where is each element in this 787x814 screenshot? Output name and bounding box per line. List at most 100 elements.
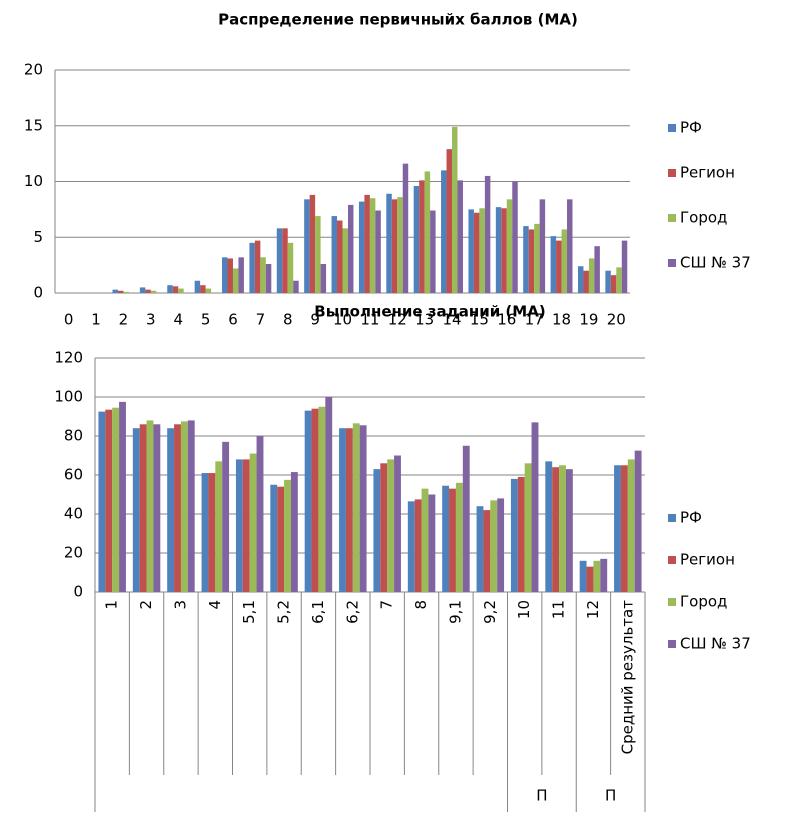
x-tick-label: 10 <box>515 600 533 619</box>
x-tick-label: 3 <box>146 311 156 329</box>
bar <box>441 170 447 293</box>
bar <box>579 560 587 592</box>
bar <box>600 558 608 592</box>
bar <box>222 257 228 293</box>
bar <box>232 268 239 293</box>
x-tick-label: 3 <box>171 600 189 610</box>
bar <box>339 428 346 592</box>
bar <box>167 428 175 592</box>
bar <box>397 197 403 293</box>
bar <box>320 264 327 293</box>
bar <box>260 257 266 293</box>
chart-title: Выполнение заданий (МА) <box>314 303 545 321</box>
bar <box>506 199 513 293</box>
x-tick-label: 8 <box>283 311 293 329</box>
legend-swatch <box>668 640 676 648</box>
x-tick-label: 1 <box>103 600 121 610</box>
x-tick-label: 9 <box>310 311 320 329</box>
legend-label: Город <box>680 593 727 611</box>
bar <box>455 482 463 592</box>
bar <box>249 242 255 293</box>
bar <box>201 473 209 592</box>
x-tick-label: 17 <box>525 311 544 329</box>
bar <box>358 201 365 293</box>
bar <box>512 181 518 293</box>
bar <box>479 208 485 293</box>
bar <box>497 498 505 592</box>
legend-swatch <box>668 214 676 222</box>
x-tick-label: 5,2 <box>275 600 293 624</box>
x-tick-label: 11 <box>360 311 379 329</box>
x-tick-label: 7 <box>256 311 266 329</box>
bar <box>539 199 546 293</box>
x-tick-label: Средний результат <box>618 600 636 755</box>
bar <box>517 476 525 592</box>
bar <box>174 424 181 592</box>
bar <box>293 280 299 293</box>
bar <box>145 289 151 293</box>
bar <box>610 275 617 293</box>
y-tick-label: 20 <box>64 544 83 562</box>
bar <box>331 216 338 293</box>
bar <box>605 270 611 293</box>
x-tick-label: 9,1 <box>446 600 464 624</box>
bar <box>627 459 635 592</box>
bar <box>468 209 474 293</box>
bar <box>205 288 212 293</box>
x-tick-label: 4 <box>206 600 224 610</box>
bar <box>153 424 161 592</box>
bar <box>200 285 206 293</box>
bar <box>123 291 129 293</box>
legend-swatch <box>668 556 676 564</box>
y-tick-label: 40 <box>64 505 83 523</box>
y-tick-label: 0 <box>73 583 83 601</box>
bar <box>139 424 147 592</box>
bar <box>567 199 573 293</box>
bar <box>352 423 360 592</box>
legend-swatch <box>668 514 676 522</box>
legend-label: РФ <box>680 509 702 527</box>
bar <box>146 420 154 592</box>
y-tick-label: 10 <box>24 172 43 190</box>
x-tick-label: 1 <box>91 311 101 329</box>
bar <box>150 290 157 293</box>
bar <box>98 411 106 592</box>
y-tick-label: 120 <box>54 349 83 367</box>
bar <box>523 226 529 293</box>
bar <box>634 450 642 592</box>
bar <box>117 290 124 293</box>
bar <box>235 459 243 592</box>
bar <box>254 240 261 293</box>
bar <box>565 469 573 592</box>
bar <box>391 199 398 293</box>
bar <box>208 473 216 592</box>
x-tick-label: 6,2 <box>343 600 361 624</box>
bar <box>256 436 264 592</box>
bar <box>315 216 321 293</box>
bar <box>620 465 628 592</box>
bar <box>586 566 594 592</box>
x-tick-label: 10 <box>333 311 352 329</box>
legend-swatch <box>668 598 676 606</box>
bar <box>119 401 126 592</box>
bar <box>172 286 179 293</box>
bar <box>380 463 388 592</box>
x-tick-label: 4 <box>173 311 183 329</box>
bar <box>112 407 120 592</box>
bar <box>265 264 272 293</box>
x-tick-label: 14 <box>442 311 461 329</box>
y-tick-label: 20 <box>24 61 43 79</box>
legend-label: Город <box>680 209 727 227</box>
bar <box>430 210 436 293</box>
legend-label: СШ № 37 <box>680 635 751 653</box>
bar <box>577 266 584 293</box>
bar <box>309 194 316 293</box>
x-tick-label: 18 <box>552 311 571 329</box>
bar <box>249 453 257 592</box>
bar <box>342 228 348 293</box>
bar <box>304 410 312 592</box>
y-tick-label: 80 <box>64 427 83 445</box>
bar <box>524 463 532 592</box>
bar <box>277 486 285 592</box>
bar <box>139 287 146 293</box>
